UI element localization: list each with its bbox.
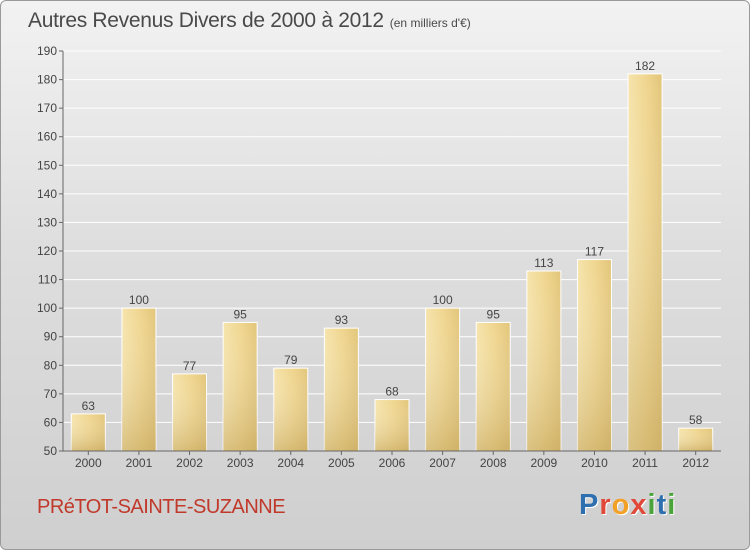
- y-tick-label: 140: [37, 187, 57, 201]
- bar-shade: [577, 259, 612, 451]
- x-tick-label: 2001: [126, 456, 153, 470]
- y-axis-ticks: 50 60 70 80 90 100 110 120 130 140 150 160 170 180 190: [37, 44, 63, 458]
- x-tick-label: 2004: [277, 456, 304, 470]
- data-labels: 63 100 77 95 79 93 68 100 95 113 117 182 58: [82, 59, 703, 427]
- y-tick-label: 190: [37, 44, 57, 58]
- bar-shade: [425, 308, 460, 451]
- logo-letter: i: [647, 489, 657, 521]
- data-label: 95: [487, 307, 501, 321]
- data-label: 79: [284, 353, 298, 367]
- data-label: 113: [534, 256, 553, 270]
- bar-shade: [526, 271, 561, 451]
- bar-shade: [223, 322, 258, 451]
- x-tick-label: 2007: [429, 456, 456, 470]
- chart-unit: (en milliers d'€): [389, 16, 471, 30]
- y-tick-label: 60: [44, 415, 58, 429]
- data-label: 68: [385, 385, 399, 399]
- data-label: 100: [129, 293, 149, 307]
- bar-shade: [678, 428, 713, 451]
- logo-letter: i: [667, 489, 677, 521]
- x-axis-ticks: 2000 2001 2002 2003 2004 2005 2006 2007 2008 2009…: [75, 451, 709, 470]
- data-label: 77: [183, 359, 197, 373]
- y-tick-label: 80: [44, 358, 58, 372]
- x-tick-label: 2003: [227, 456, 254, 470]
- y-tick-label: 110: [38, 273, 57, 287]
- town-name: PRéTOT-SAINTE-SUZANNE: [37, 496, 286, 518]
- y-tick-label: 130: [37, 215, 57, 229]
- bars: [70, 73, 714, 452]
- bar-shade: [324, 328, 359, 451]
- x-tick-label: 2012: [682, 456, 709, 470]
- data-label: 93: [335, 313, 349, 327]
- logo-letter: t: [656, 489, 668, 521]
- y-tick-label: 180: [37, 73, 57, 87]
- y-tick-label: 170: [37, 101, 57, 115]
- data-label: 95: [233, 307, 247, 321]
- logo-letter: P: [579, 489, 600, 521]
- data-label: 63: [82, 399, 96, 413]
- logo-letter: r: [599, 489, 612, 521]
- y-tick-label: 160: [37, 130, 57, 144]
- x-tick-label: 2009: [530, 456, 557, 470]
- chart-title: Autres Revenus Divers de 2000 à 2012 (en …: [28, 9, 471, 33]
- bar-shade: [476, 322, 511, 451]
- logo-letter: o: [611, 489, 631, 521]
- y-tick-label: 70: [44, 387, 58, 401]
- x-tick-label: 2002: [176, 456, 203, 470]
- bar-shade: [273, 368, 308, 451]
- data-label: 117: [585, 245, 604, 259]
- data-label: 100: [433, 293, 453, 307]
- x-tick-label: 2011: [632, 456, 658, 470]
- x-tick-label: 2008: [480, 456, 507, 470]
- x-tick-label: 2010: [581, 456, 608, 470]
- bar-shade: [628, 73, 663, 451]
- bar-shade: [121, 308, 156, 451]
- bar-shade: [71, 413, 106, 451]
- y-tick-label: 100: [37, 301, 57, 315]
- data-label: 182: [635, 59, 655, 73]
- logo-letter: x: [630, 489, 648, 521]
- x-tick-label: 2000: [75, 456, 102, 470]
- proxiti-logo: Proxiti: [579, 489, 676, 522]
- y-tick-label: 90: [44, 330, 58, 344]
- bar-shade: [172, 373, 207, 451]
- bar-shade: [375, 399, 409, 451]
- y-tick-label: 150: [37, 158, 57, 172]
- x-tick-label: 2006: [379, 456, 406, 470]
- x-tick-label: 2005: [328, 456, 355, 470]
- y-tick-label: 120: [37, 244, 57, 258]
- y-tick-label: 50: [44, 444, 58, 458]
- data-label: 58: [689, 413, 703, 427]
- chart-title-text: Autres Revenus Divers de 2000 à 2012: [28, 9, 384, 32]
